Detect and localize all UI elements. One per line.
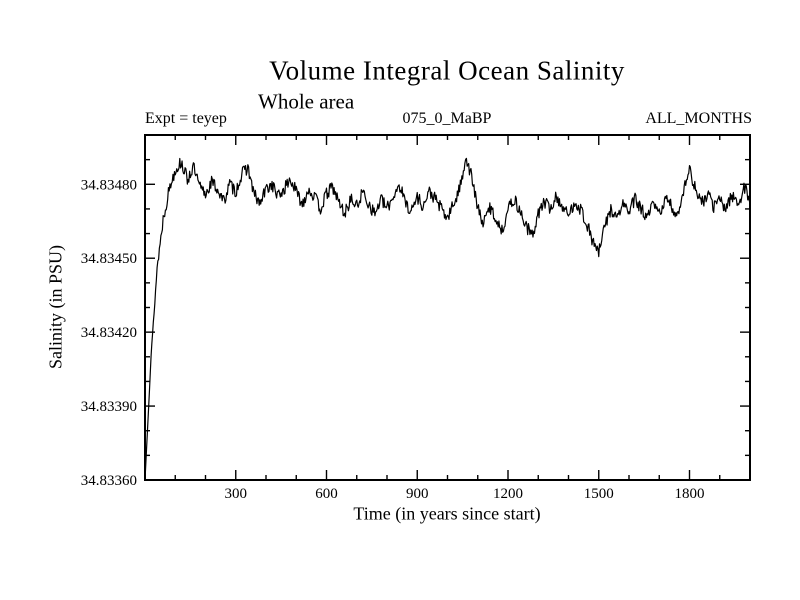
x-tick-label: 600 xyxy=(315,486,338,502)
x-tick-label: 1800 xyxy=(675,486,705,502)
y-tick-label: 34.83360 xyxy=(81,473,137,489)
x-tick-label: 900 xyxy=(406,486,429,502)
y-tick-label: 34.83420 xyxy=(81,325,137,341)
y-tick-label: 34.83390 xyxy=(81,399,137,415)
x-tick-label: 1500 xyxy=(584,486,614,502)
months-label: ALL_MONTHS xyxy=(645,110,752,127)
experiment-label: Expt = teyep xyxy=(145,110,227,127)
x-tick-label: 1200 xyxy=(493,486,523,502)
y-tick-label: 34.83480 xyxy=(81,177,137,193)
chart-title: Volume Integral Ocean Salinity xyxy=(269,55,625,86)
plot-frame xyxy=(144,134,751,481)
x-axis-label: Time (in years since start) xyxy=(353,503,541,524)
salinity-trace xyxy=(145,157,750,480)
chart-subtitle: Whole area xyxy=(258,89,355,114)
y-tick-label: 34.83450 xyxy=(81,251,137,267)
run-id-label: 075_0_MaBP xyxy=(402,110,492,127)
x-tick-label: 300 xyxy=(225,486,248,502)
